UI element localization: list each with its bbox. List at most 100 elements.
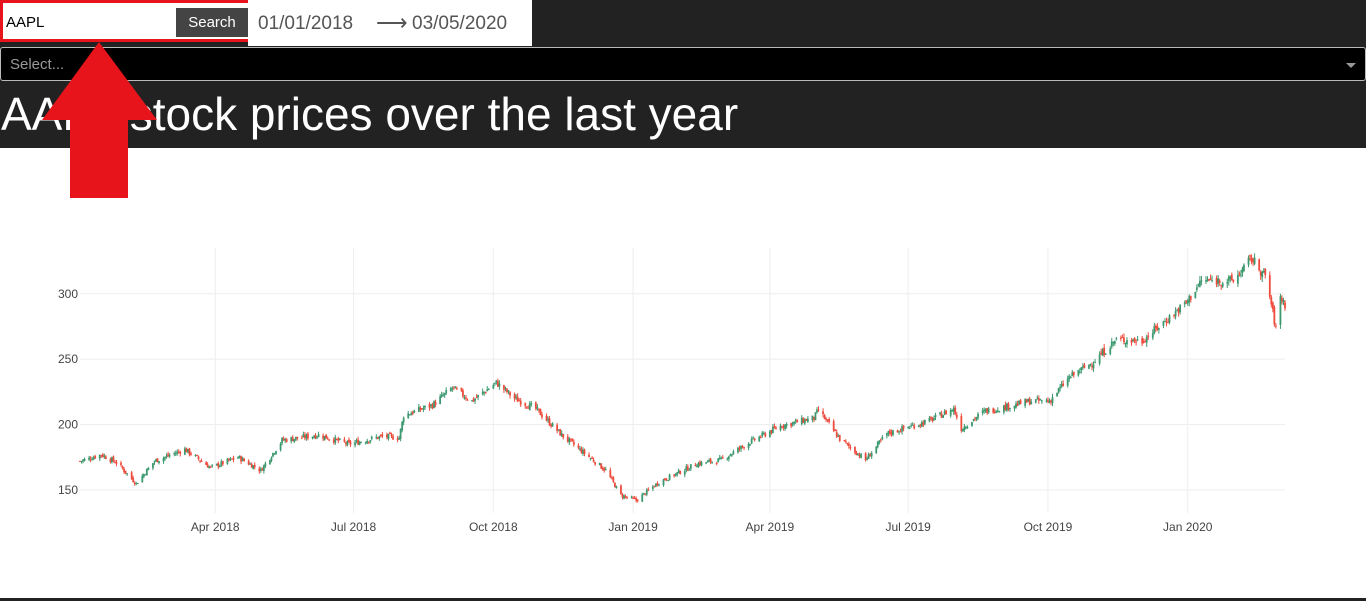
candlestick bbox=[781, 425, 783, 429]
candle-body bbox=[902, 425, 905, 429]
candlestick bbox=[495, 380, 498, 385]
candlestick bbox=[623, 494, 625, 500]
candlestick bbox=[422, 405, 425, 413]
candle-body bbox=[655, 483, 657, 487]
candle-body bbox=[1135, 341, 1137, 343]
candlestick bbox=[211, 464, 214, 468]
candlestick bbox=[984, 408, 987, 414]
candle-body bbox=[1151, 333, 1154, 338]
candlestick bbox=[507, 389, 510, 395]
ticker-dropdown[interactable]: Select... bbox=[0, 47, 1366, 81]
candlestick bbox=[1194, 291, 1197, 299]
candle-body bbox=[217, 463, 220, 467]
candle-body bbox=[302, 434, 305, 437]
candle-body bbox=[548, 418, 551, 426]
candle-body bbox=[155, 459, 157, 462]
candlestick bbox=[1221, 281, 1224, 289]
candlestick bbox=[367, 441, 370, 444]
candle-body bbox=[144, 474, 147, 476]
candlestick bbox=[791, 421, 794, 427]
candlestick bbox=[828, 417, 831, 424]
candle-body bbox=[422, 408, 425, 410]
candle-body bbox=[592, 459, 595, 462]
chevron-down-icon[interactable] bbox=[1346, 63, 1356, 68]
candle-body bbox=[1229, 276, 1232, 279]
candlestick bbox=[258, 466, 261, 474]
candle-body bbox=[645, 489, 648, 495]
candlestick bbox=[389, 431, 391, 435]
candlestick bbox=[759, 435, 762, 439]
candle-body bbox=[562, 433, 565, 438]
candlestick bbox=[866, 456, 869, 461]
candle-body bbox=[1186, 300, 1189, 304]
candle-body bbox=[1217, 278, 1220, 284]
start-date-input[interactable]: 01/01/2018 bbox=[258, 13, 354, 34]
search-button[interactable]: Search bbox=[176, 8, 248, 37]
candlestick bbox=[262, 464, 265, 474]
candlestick bbox=[972, 418, 975, 422]
candle-body bbox=[82, 459, 84, 462]
candle-body bbox=[876, 442, 879, 448]
candlestick bbox=[337, 436, 340, 444]
candlestick bbox=[896, 429, 899, 433]
candlestick bbox=[433, 400, 435, 409]
candlestick bbox=[197, 455, 200, 461]
candle-body bbox=[188, 448, 191, 455]
candlestick bbox=[636, 499, 639, 503]
candle-body bbox=[817, 409, 820, 411]
candle-body bbox=[626, 497, 628, 499]
candlestick bbox=[1104, 353, 1107, 355]
candle-body bbox=[1197, 284, 1200, 286]
candle-body bbox=[569, 438, 572, 440]
candlestick bbox=[519, 398, 522, 407]
candle-body bbox=[556, 424, 559, 431]
candlestick bbox=[931, 416, 934, 423]
candlestick bbox=[802, 417, 805, 424]
candle-body bbox=[515, 396, 518, 398]
candle-body bbox=[133, 482, 136, 485]
candle-body bbox=[525, 406, 528, 408]
candlestick bbox=[1059, 384, 1062, 392]
candle-body bbox=[1243, 264, 1245, 271]
candle-body bbox=[313, 436, 315, 439]
candlestick bbox=[1132, 338, 1134, 343]
candle-body bbox=[620, 485, 622, 494]
candlestick bbox=[411, 410, 414, 416]
candle-body bbox=[145, 468, 148, 476]
candle-body bbox=[1157, 327, 1160, 330]
candle-body bbox=[964, 427, 967, 429]
candlestick bbox=[109, 457, 112, 464]
candle-body bbox=[768, 431, 771, 437]
candlestick bbox=[832, 419, 835, 433]
candlestick bbox=[156, 458, 159, 463]
candlestick bbox=[1188, 294, 1191, 307]
candlestick bbox=[392, 433, 394, 440]
candle-body bbox=[79, 460, 81, 462]
date-range-picker[interactable]: 01/01/2018 ⟶ 03/05/2020 bbox=[248, 0, 532, 46]
end-date-input[interactable]: 03/05/2020 bbox=[412, 13, 508, 34]
candlestick bbox=[796, 419, 799, 423]
candle-body bbox=[658, 484, 660, 486]
candlestick bbox=[963, 423, 966, 433]
candlestick bbox=[966, 425, 969, 429]
candlestick-chart[interactable]: 150 200 250 300 Apr 2018 Jul 2018 Oct 2018 Jan … bbox=[0, 148, 1366, 598]
search-input[interactable] bbox=[3, 8, 175, 36]
y-tick-label: 150 bbox=[58, 483, 78, 497]
candle-body bbox=[343, 439, 346, 442]
candle-body bbox=[1092, 364, 1095, 369]
candlestick bbox=[390, 432, 393, 439]
candlestick bbox=[913, 423, 916, 430]
candlestick bbox=[732, 449, 735, 455]
candle-body bbox=[685, 466, 688, 471]
candle-body bbox=[1066, 378, 1069, 386]
candle-body bbox=[463, 397, 466, 399]
candlestick bbox=[173, 451, 176, 457]
candle-body bbox=[689, 464, 692, 469]
candle-body bbox=[247, 460, 250, 465]
candle-body bbox=[240, 456, 242, 462]
candle-body bbox=[1016, 404, 1019, 406]
candlestick bbox=[901, 424, 903, 435]
candlestick bbox=[357, 436, 359, 446]
candle-body bbox=[524, 403, 527, 406]
candle-body bbox=[322, 435, 325, 439]
